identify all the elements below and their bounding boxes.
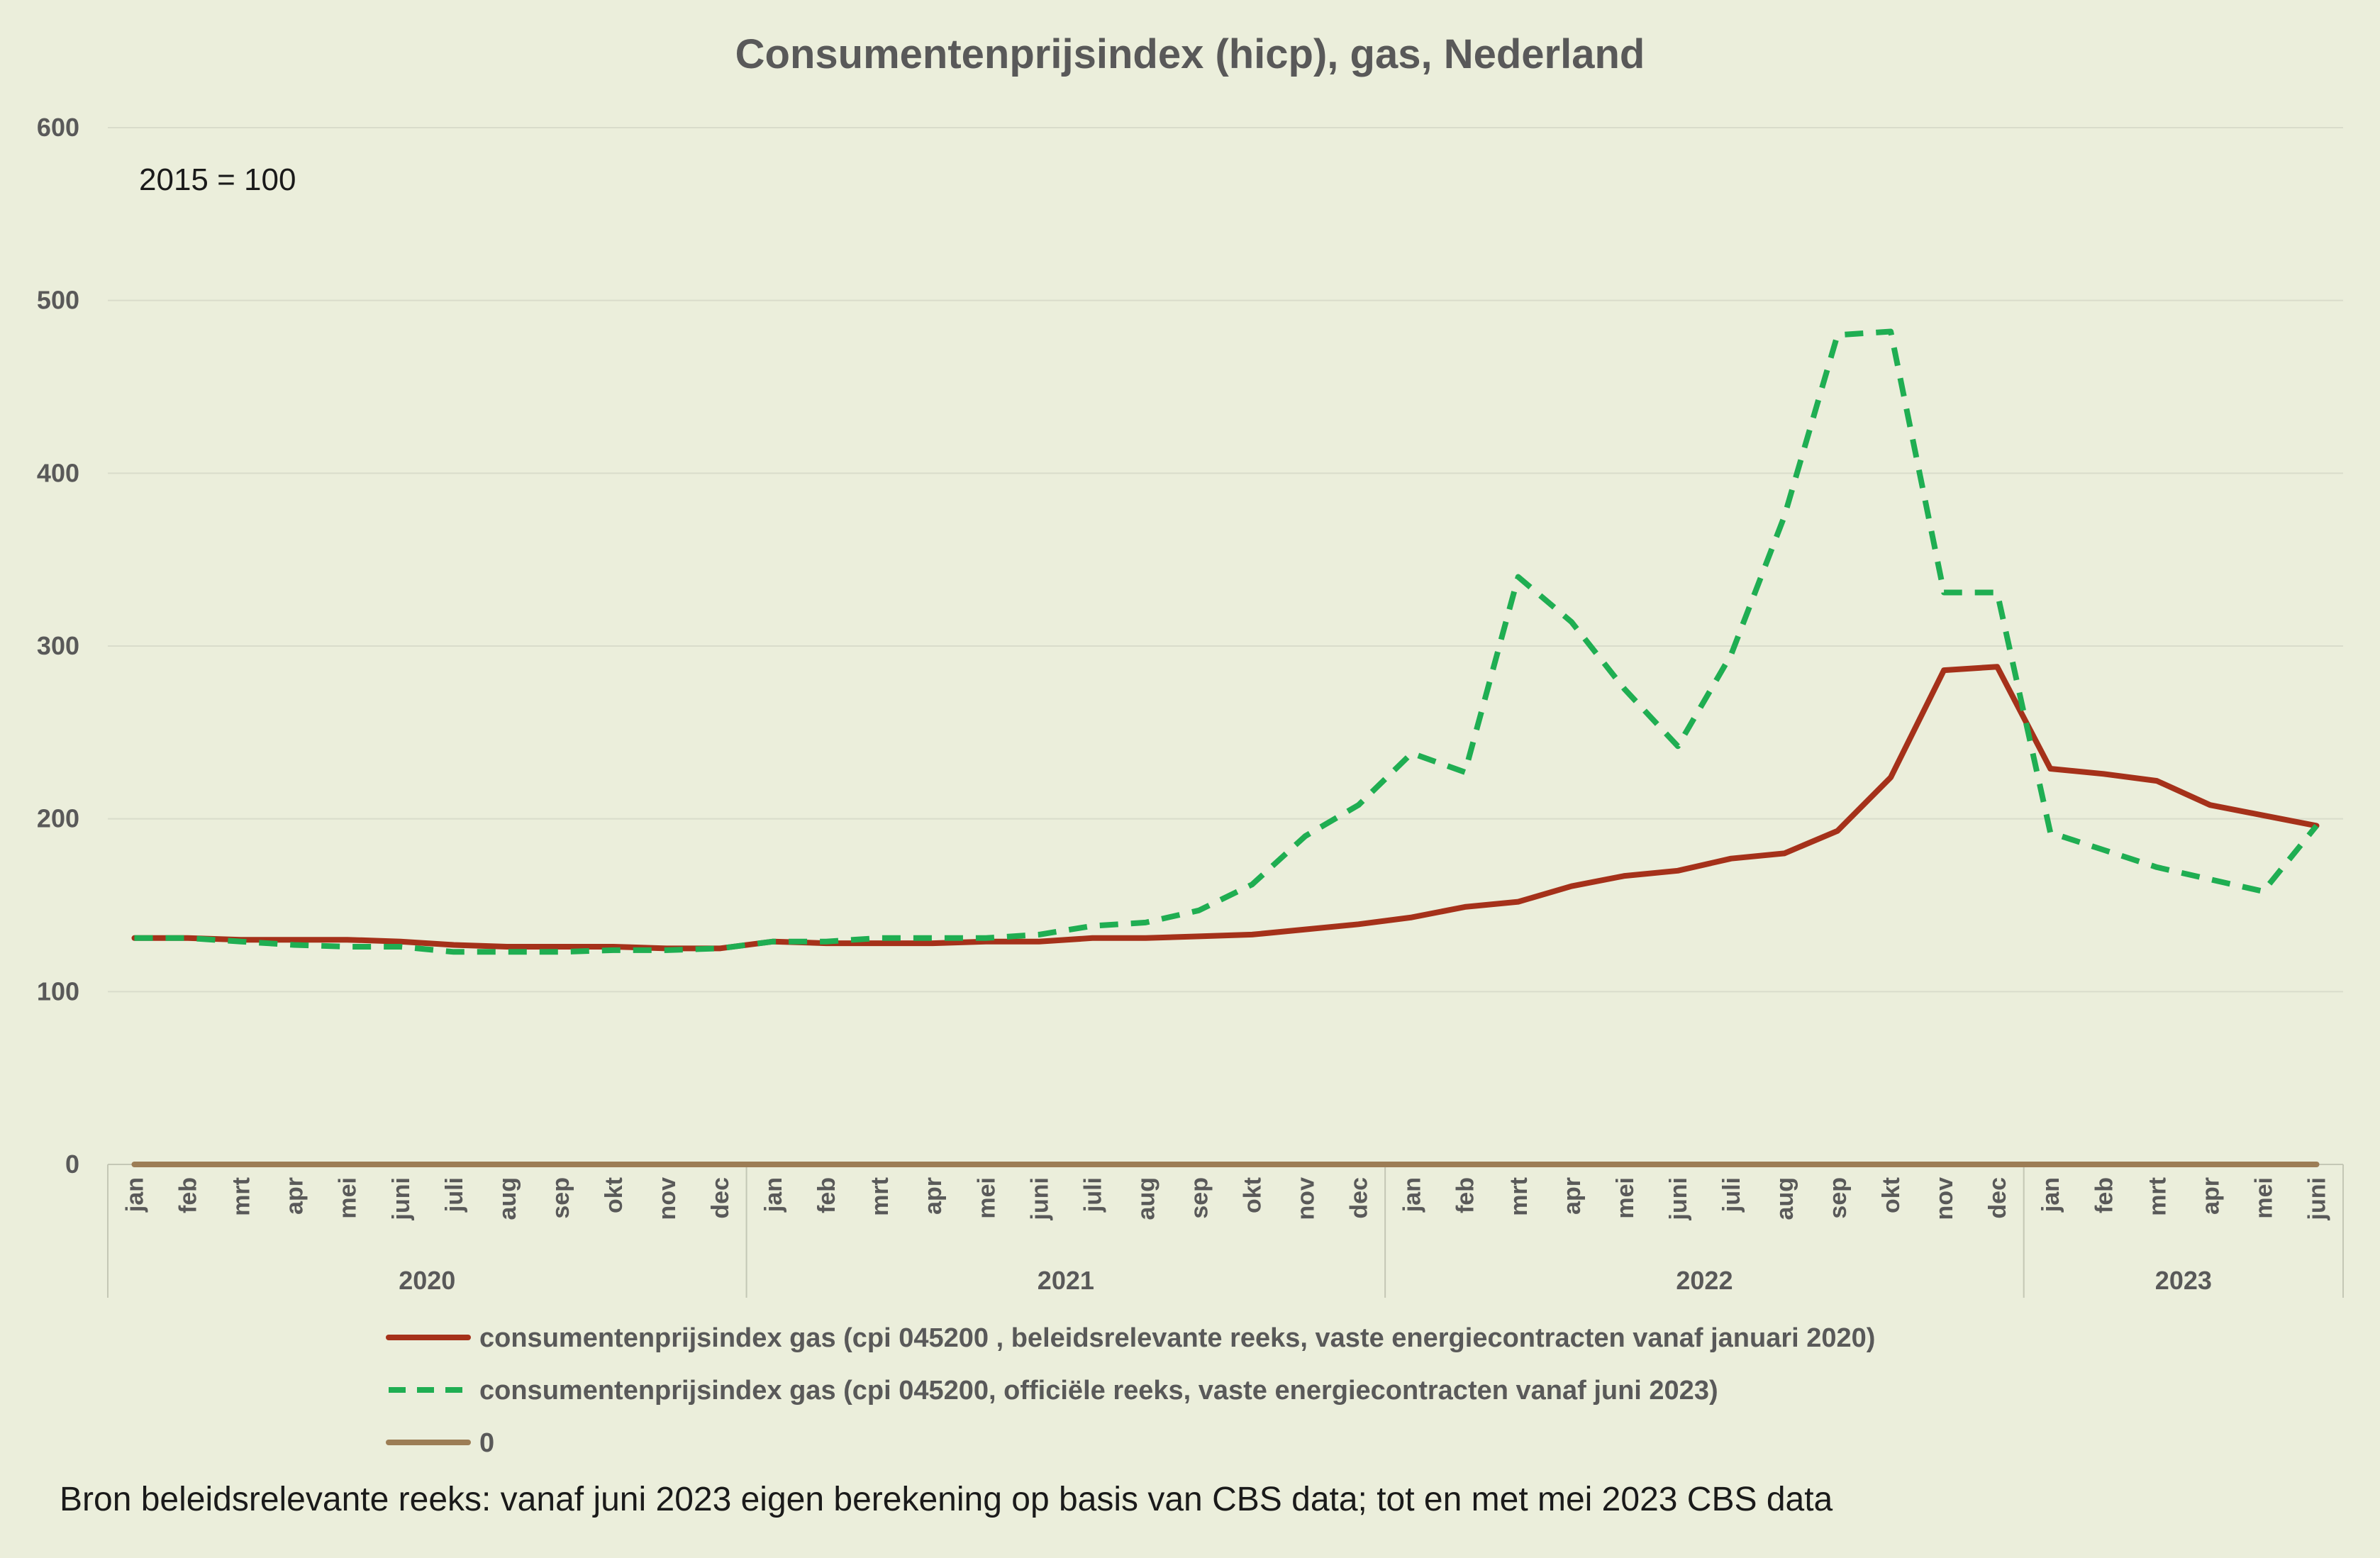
legend: consumentenprijsindex gas (cpi 045200 , … bbox=[386, 1323, 1875, 1458]
x-tick-label: mei bbox=[2250, 1177, 2277, 1219]
x-tick-label: sep bbox=[1186, 1177, 1213, 1219]
x-tick-label: dec bbox=[1984, 1177, 2011, 1219]
x-tick-label: juli bbox=[441, 1177, 468, 1213]
source-note: Bron beleidsrelevante reeks: vanaf juni … bbox=[60, 1481, 1833, 1518]
x-tick-label: apr bbox=[1559, 1177, 1586, 1215]
x-tick-label: okt bbox=[601, 1177, 628, 1213]
x-tick-label: juli bbox=[1079, 1177, 1106, 1213]
year-label: 2022 bbox=[1676, 1266, 1733, 1295]
x-tick-label: feb bbox=[813, 1177, 840, 1213]
x-tick-label: nov bbox=[1293, 1177, 1320, 1220]
legend-label-1: consumentenprijsindex gas (cpi 045200 , … bbox=[479, 1323, 1875, 1353]
x-tick-label: jan bbox=[2037, 1177, 2064, 1213]
x-tick-label: feb bbox=[2091, 1177, 2118, 1213]
x-tick-label: jan bbox=[1399, 1177, 1426, 1213]
x-tick-label: mrt bbox=[228, 1177, 255, 1216]
legend-label-3: 0 bbox=[479, 1428, 494, 1458]
x-tick-label: mrt bbox=[867, 1177, 894, 1216]
y-tick-label: 200 bbox=[37, 804, 79, 833]
x-tick-label: apr bbox=[2197, 1177, 2224, 1215]
x-tick-label: dec bbox=[707, 1177, 734, 1219]
x-tick-label: nov bbox=[1931, 1177, 1958, 1220]
x-tick-label: juni bbox=[2303, 1177, 2330, 1220]
x-tick-label: mrt bbox=[1506, 1177, 1533, 1216]
x-tick-label: feb bbox=[175, 1177, 202, 1213]
x-tick-label: apr bbox=[282, 1177, 308, 1215]
x-tick-label: aug bbox=[1772, 1177, 1798, 1220]
year-label: 2023 bbox=[2155, 1266, 2212, 1295]
x-tick-label: aug bbox=[1133, 1177, 1160, 1220]
x-tick-label: sep bbox=[547, 1177, 574, 1219]
legend-label-2: consumentenprijsindex gas (cpi 045200, o… bbox=[479, 1376, 1718, 1406]
y-tick-label: 0 bbox=[65, 1150, 79, 1179]
x-tick-label: mei bbox=[335, 1177, 362, 1219]
x-tick-label: feb bbox=[1452, 1177, 1479, 1213]
chart-title: Consumentenprijsindex (hicp), gas, Neder… bbox=[735, 31, 1645, 77]
base-year-annotation: 2015 = 100 bbox=[139, 162, 296, 197]
x-tick-label: jan bbox=[122, 1177, 149, 1213]
x-tick-label: apr bbox=[920, 1177, 947, 1215]
y-tick-label: 500 bbox=[37, 286, 79, 315]
y-tick-label: 300 bbox=[37, 631, 79, 660]
y-tick-label: 400 bbox=[37, 458, 79, 487]
year-label: 2020 bbox=[399, 1266, 455, 1295]
x-tick-label: dec bbox=[1346, 1177, 1373, 1219]
x-tick-label: mei bbox=[973, 1177, 1000, 1219]
x-tick-label: juni bbox=[1665, 1177, 1692, 1220]
x-tick-label: juni bbox=[1026, 1177, 1053, 1220]
x-tick-label: sep bbox=[1825, 1177, 1852, 1219]
x-tick-label: aug bbox=[494, 1177, 521, 1220]
series-line-2 bbox=[134, 328, 2319, 955]
x-tick-label: okt bbox=[1240, 1177, 1267, 1213]
series-lines bbox=[131, 328, 2320, 1167]
x-tick-label: juni bbox=[388, 1177, 415, 1220]
series-line-1 bbox=[131, 664, 2320, 952]
x-tick-label: jan bbox=[760, 1177, 787, 1213]
y-tick-label: 100 bbox=[37, 976, 79, 1006]
x-tick-label: mrt bbox=[2144, 1177, 2171, 1216]
x-tick-label: mei bbox=[1612, 1177, 1639, 1219]
x-tick-label: juli bbox=[1718, 1177, 1745, 1213]
x-tick-label: okt bbox=[1878, 1177, 1905, 1213]
x-tick-label: nov bbox=[654, 1177, 681, 1220]
y-tick-label: 600 bbox=[37, 113, 79, 142]
year-label: 2021 bbox=[1038, 1266, 1094, 1295]
gridlines bbox=[108, 127, 2343, 993]
